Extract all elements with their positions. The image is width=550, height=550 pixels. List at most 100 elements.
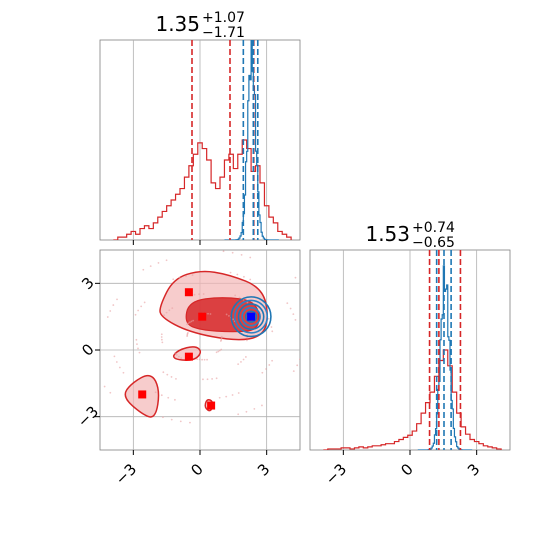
- sample-point: [137, 309, 140, 312]
- sample-point: [177, 355, 180, 358]
- sample-point: [234, 294, 237, 297]
- tick-marks: [95, 282, 268, 455]
- param1-title-minus: −1.71: [202, 25, 245, 41]
- sample-point: [242, 298, 245, 301]
- sample-point: [185, 275, 187, 277]
- sample-point: [215, 377, 218, 380]
- sample-point: [192, 319, 195, 322]
- y-tick-label: −3: [74, 402, 102, 430]
- sample-point: [154, 391, 157, 394]
- y-tick-label: 3: [78, 274, 97, 293]
- marker-sample-b: [184, 352, 193, 361]
- sample-point: [211, 378, 213, 380]
- sample-point: [171, 307, 174, 310]
- sample-point: [289, 307, 292, 310]
- sample-point: [160, 338, 163, 341]
- sample-point: [236, 273, 239, 276]
- sample-point: [215, 351, 218, 354]
- sample-point: [162, 371, 165, 374]
- sample-point: [134, 313, 137, 316]
- sample-point: [228, 315, 230, 317]
- sample-point: [190, 320, 193, 323]
- sample-point: [160, 336, 163, 338]
- sample-point: [170, 376, 173, 378]
- sample-point: [299, 358, 300, 361]
- sample-point: [161, 341, 164, 344]
- sample-point: [191, 274, 194, 277]
- sample-point: [225, 395, 228, 398]
- sample-point: [231, 394, 234, 396]
- sample-point: [172, 278, 175, 281]
- sample-point: [201, 358, 204, 361]
- sample-point: [118, 366, 121, 369]
- sample-point: [244, 356, 247, 358]
- sample-point: [163, 314, 166, 316]
- histogram-group: [323, 265, 502, 450]
- sample-point: [240, 253, 243, 256]
- sample-point: [160, 333, 163, 336]
- sample-point: [188, 321, 191, 324]
- sample-point: [198, 293, 200, 296]
- sample-point: [206, 378, 209, 381]
- y-tick-labels: −3 0 3: [74, 274, 102, 431]
- sample-point: [296, 364, 299, 367]
- sample-point: [189, 421, 191, 424]
- sample-point: [231, 251, 234, 254]
- x-tick-label: 0: [187, 460, 206, 479]
- sample-point: [246, 301, 249, 304]
- param2-title-minus: −0.65: [412, 235, 455, 251]
- sample-point: [292, 313, 295, 316]
- sample-point: [249, 256, 252, 259]
- histogram-sample-a: [417, 265, 473, 450]
- sample-point: [186, 323, 188, 326]
- sample-point: [217, 350, 220, 353]
- sample-point: [246, 336, 249, 339]
- x-tick-label: −3: [322, 460, 350, 488]
- marker-sample-b: [207, 401, 216, 410]
- x-tick-label: 3: [464, 460, 483, 479]
- sample-point: [142, 268, 145, 271]
- quantile-lines: [428, 250, 462, 450]
- x-tick-labels: −3 0 3: [112, 460, 274, 488]
- contour-sample-a: [237, 303, 265, 331]
- grid-lines: [342, 250, 478, 450]
- x-tick-label: 3: [254, 460, 273, 479]
- sample-point: [245, 410, 248, 413]
- sample-point: [178, 276, 181, 279]
- sample-point: [109, 310, 112, 312]
- sample-point: [103, 385, 106, 388]
- marker-group: [138, 288, 256, 410]
- sample-point: [149, 265, 152, 268]
- param1-title-value: 1.35: [155, 12, 200, 36]
- sample-point: [218, 396, 221, 399]
- sample-point: [174, 352, 176, 354]
- sample-point: [162, 416, 164, 419]
- sample-point: [122, 371, 125, 374]
- sample-point: [180, 357, 183, 360]
- histogram-group: [113, 40, 292, 240]
- sample-point: [175, 377, 177, 380]
- sample-point: [237, 392, 240, 394]
- sample-point: [270, 326, 273, 328]
- sample-point: [237, 413, 240, 416]
- quantile-lines: [191, 40, 259, 240]
- sample-point: [138, 351, 141, 354]
- sample-point: [160, 394, 163, 397]
- sample-point: [165, 259, 168, 262]
- marker-sample-b: [184, 288, 193, 297]
- sample-point: [232, 318, 234, 321]
- marginal-panel-param2: −3 0 3 1.53 +0.74 −0.65: [309, 220, 511, 488]
- grid-lines: [132, 40, 268, 240]
- param1-title-plus: +1.07: [202, 10, 245, 26]
- histogram-sample-b: [113, 139, 292, 240]
- sample-point: [174, 398, 176, 401]
- sample-point: [271, 330, 274, 333]
- sample-point: [165, 311, 168, 314]
- sample-point: [203, 358, 206, 361]
- tick-marks: [342, 450, 478, 455]
- sample-point: [206, 358, 208, 361]
- sample-point: [220, 348, 223, 351]
- sample-point: [222, 250, 225, 253]
- marker-sample-b: [138, 390, 147, 399]
- marginal-panel-param1: 1.35 +1.07 −1.71: [99, 10, 301, 245]
